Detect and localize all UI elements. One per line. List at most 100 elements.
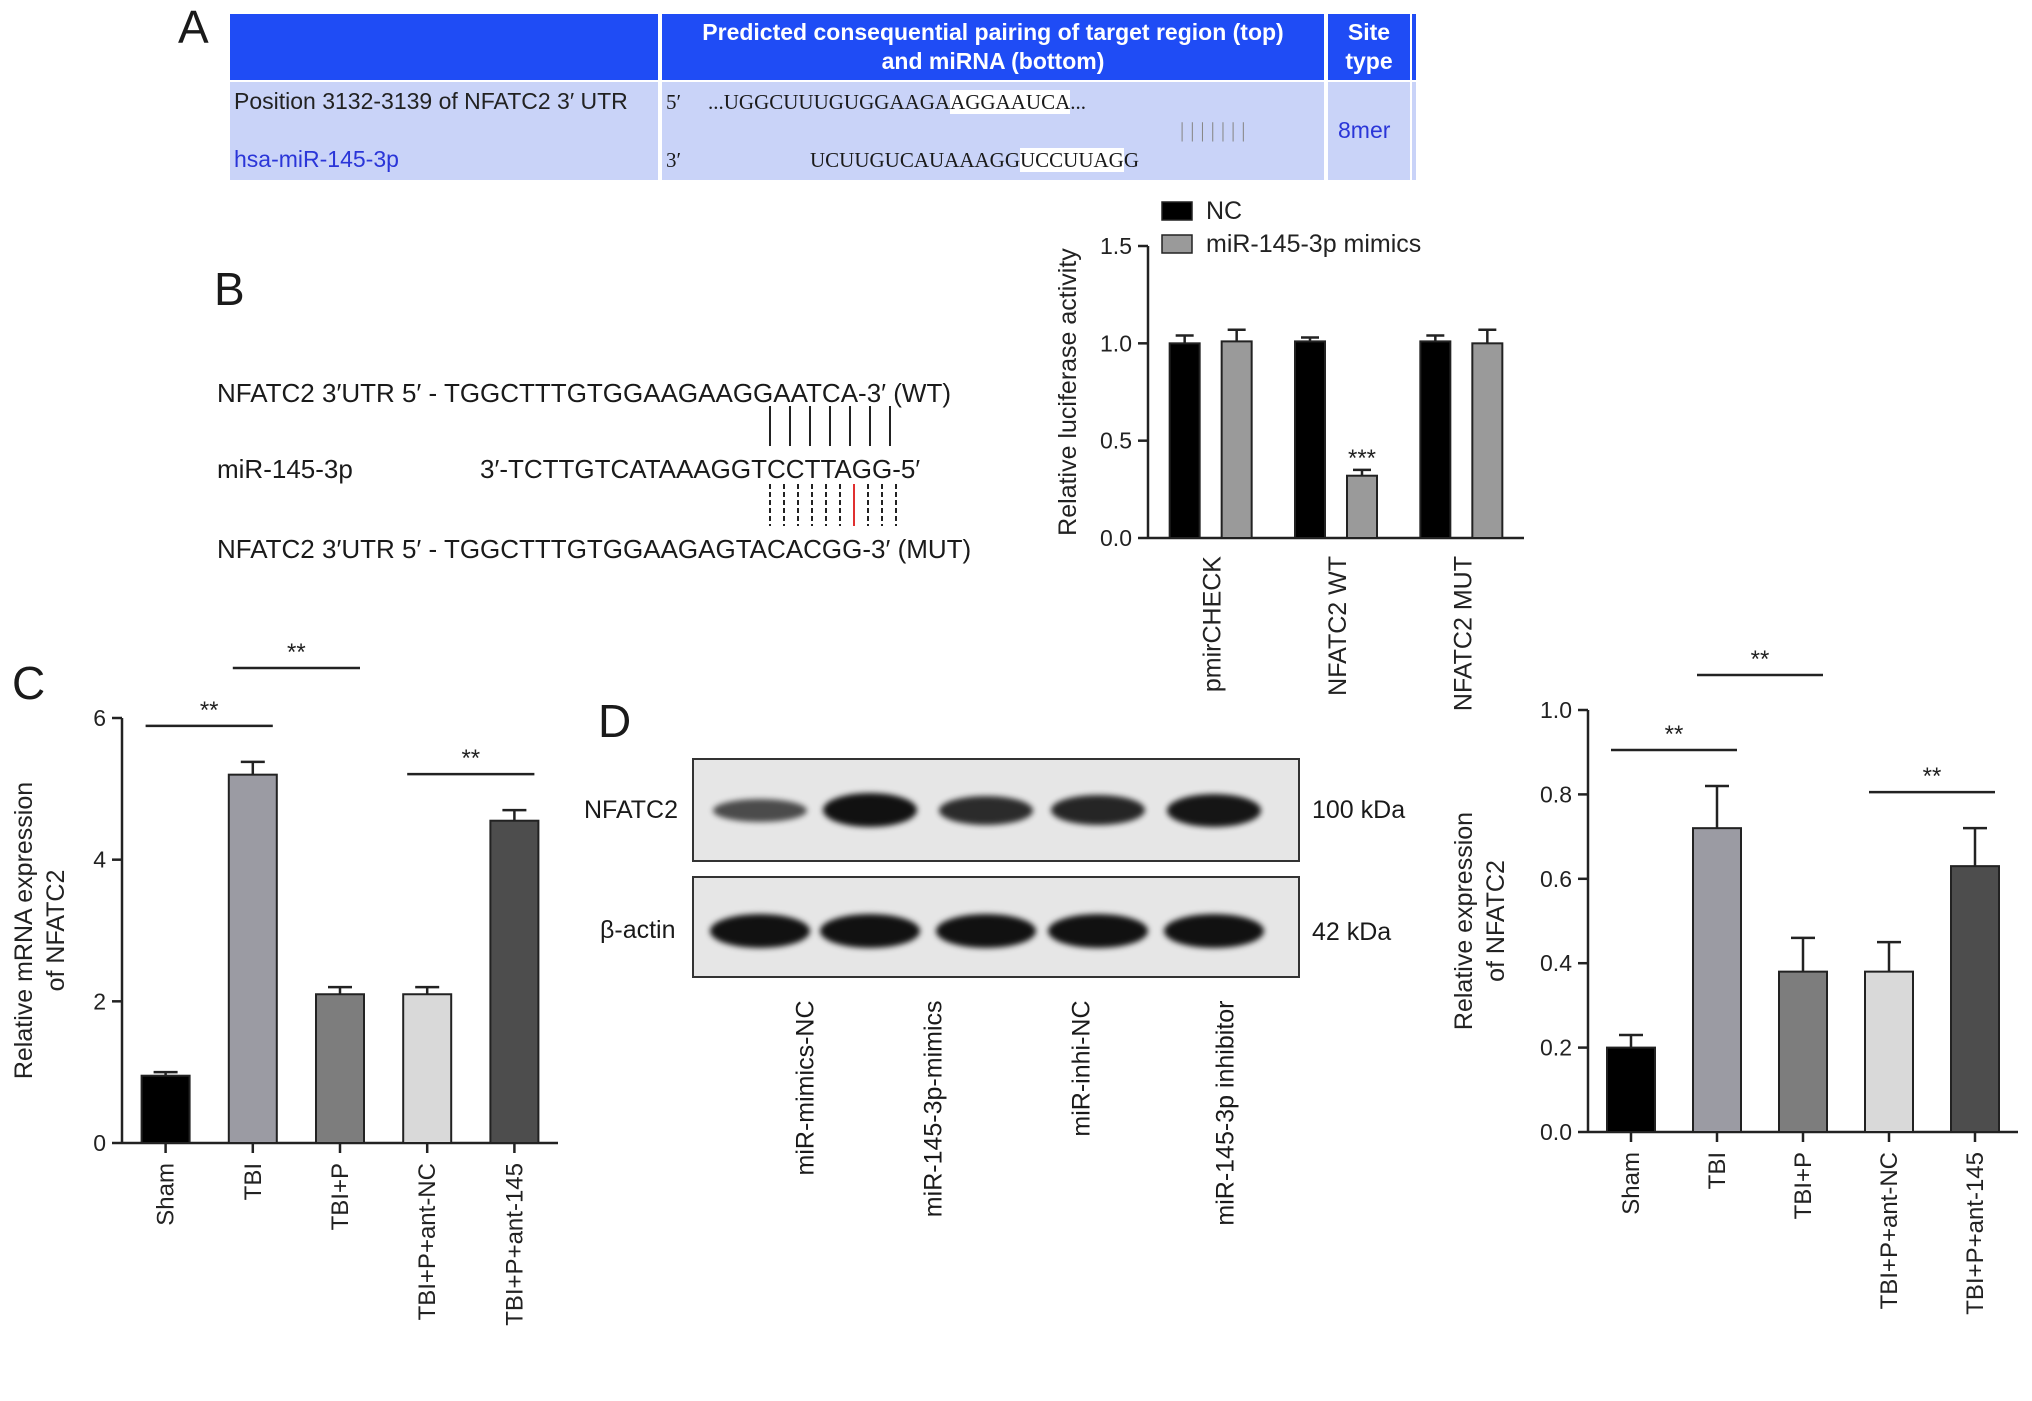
panel-letter-a: A xyxy=(178,1,209,53)
significance-marker: ** xyxy=(1923,763,1942,790)
x-tick-label: TBI+P+ant-NC xyxy=(414,1163,441,1320)
row1-position-label: Position 3132-3139 of NFATC2 3′ UTR xyxy=(234,88,628,114)
lane-label: miR-inhi-NC xyxy=(1067,1000,1096,1137)
pairing-lines: ||||||| xyxy=(1180,118,1252,142)
bar xyxy=(1692,827,1742,1133)
bar xyxy=(1294,340,1326,539)
row2-mirna-sequence: UCUUGUCAUAAAGGUCCUUAGG xyxy=(810,148,1139,173)
nfatc2-band xyxy=(713,798,807,822)
nfatc2-band xyxy=(1167,793,1261,827)
legend-label: NC xyxy=(1206,197,1242,225)
y-tick-label: 1.0 xyxy=(1540,697,1572,723)
x-tick-label: NFATC2 MUT xyxy=(1449,556,1477,711)
y-tick-label: 0.0 xyxy=(1100,525,1132,551)
table-row-body-edge xyxy=(1412,82,1416,180)
actin-band xyxy=(1048,914,1148,948)
target-prediction-table: Predicted consequential pairing of targe… xyxy=(230,14,1416,180)
significance-marker: ** xyxy=(287,639,306,666)
y-tick-label: 0 xyxy=(93,1130,106,1156)
blot-kda-actin: 42 kDa xyxy=(1312,918,1392,946)
row2-seq-pre: UCUUGUCAUAAAGG xyxy=(810,148,1020,172)
row2-seq-post: G xyxy=(1123,148,1140,172)
x-tick-label: Sham xyxy=(153,1163,180,1226)
x-tick-label: TBI xyxy=(240,1163,267,1200)
bar xyxy=(1346,474,1378,539)
lane-label: miR-145-3p inhibitor xyxy=(1211,1000,1240,1226)
table-row-body-left xyxy=(230,82,658,180)
y-axis-label: Relative expression xyxy=(1450,812,1478,1030)
nfatc2-band xyxy=(1051,795,1145,825)
x-tick-label: TBI+P+ant-145 xyxy=(1962,1152,1989,1315)
lane-label: miR-mimics-NC xyxy=(791,1000,820,1176)
y-tick-label: 0.6 xyxy=(1540,866,1572,892)
y-tick-label: 0.0 xyxy=(1540,1119,1572,1145)
actin-band xyxy=(1164,914,1264,948)
y-tick-label: 0.2 xyxy=(1540,1035,1572,1061)
panel-letter-c: C xyxy=(12,657,46,709)
y-tick-label: 4 xyxy=(93,847,106,873)
legend-label: miR-145-3p mimics xyxy=(1206,230,1421,258)
y-tick-label: 0.8 xyxy=(1540,781,1572,807)
blot-label-nfatc2: NFATC2 xyxy=(584,796,678,824)
y-tick-label: 0.4 xyxy=(1540,950,1572,976)
table-header-position xyxy=(230,14,658,80)
bar xyxy=(1778,970,1828,1134)
bar xyxy=(1220,340,1253,539)
actin-band xyxy=(820,914,920,948)
x-tick-label: NFATC2 WT xyxy=(1324,556,1352,696)
row2-prime: 3′ xyxy=(666,148,682,172)
actin-band xyxy=(936,914,1036,948)
header-pairing-line2: and miRNA (bottom) xyxy=(881,48,1105,74)
protein-expression-chart: 0.0 0.2 0.4 0.6 0.8 1.0 Sham TBI TBI+P TBI+P+ant-… xyxy=(1450,646,2018,1315)
actin-band xyxy=(710,914,810,948)
x-tick-label: TBI+P+ant-NC xyxy=(1876,1152,1903,1309)
bar xyxy=(1950,865,2000,1133)
x-tick-label: pmirCHECK xyxy=(1199,556,1227,692)
y-tick-label: 2 xyxy=(93,988,106,1014)
blot-label-actin: β-actin xyxy=(600,916,676,944)
significance-marker: ** xyxy=(1665,721,1684,748)
header-site-line2: type xyxy=(1345,48,1393,74)
row1-seq-post: ... xyxy=(1070,90,1086,114)
table-row-body-right xyxy=(1328,82,1410,180)
wt-sequence: NFATC2 3′UTR 5′ - TGGCTTTGTGGAAGAAGGAATC… xyxy=(217,378,951,408)
y-axis-label: Relative luciferase activity xyxy=(1054,248,1082,536)
nfatc2-band xyxy=(823,793,917,827)
significance-marker: *** xyxy=(1348,445,1376,472)
header-pairing-line1: Predicted consequential pairing of targe… xyxy=(702,19,1284,45)
table-header-site-type: Site type xyxy=(1328,14,1410,80)
luciferase-chart: 0.0 0.5 1.0 1.5 pmirCHECK NFATC2 WT NFATC2 MUT… xyxy=(1054,197,1524,711)
significance-marker: ** xyxy=(461,745,480,772)
x-tick-label: TBI+P xyxy=(327,1163,354,1230)
mirna-name: miR-145-3p xyxy=(217,454,353,484)
mut-sequence: NFATC2 3′UTR 5′ - TGGCTTTGTGGAAGAGTACACG… xyxy=(217,534,972,564)
legend-swatch xyxy=(1161,201,1193,221)
site-type-value: 8mer xyxy=(1338,117,1391,143)
table-header-pairing: Predicted consequential pairing of targe… xyxy=(662,14,1324,80)
x-tick-label: TBI+P xyxy=(1790,1152,1817,1219)
y-axis-label-line2: of NFATC2 xyxy=(42,870,70,992)
panel-letter-d: D xyxy=(598,695,632,747)
y-tick-label: 1.5 xyxy=(1100,233,1132,259)
bar xyxy=(1471,342,1504,540)
y-tick-label: 6 xyxy=(93,705,106,731)
row1-prime: 5′ xyxy=(666,90,682,114)
x-tick-label: Sham xyxy=(1618,1152,1645,1215)
panel-letter-b: B xyxy=(214,263,245,315)
mirna-sequence: 3′-TCTTGTCATAAAGGTCCTTAGG-5′ xyxy=(480,454,921,484)
bar xyxy=(1168,342,1201,540)
header-site-line1: Site xyxy=(1347,19,1391,45)
row1-seq-pre: ...UGGCUUUGUGGAAGA xyxy=(708,90,951,114)
row2-seq-highlight: UCCUUAG xyxy=(1020,148,1124,172)
lane-label: miR-145-3p-mimics xyxy=(919,1000,948,1218)
y-axis-label-line2: of NFATC2 xyxy=(1482,860,1510,982)
legend-swatch xyxy=(1161,234,1193,254)
table-header-edge xyxy=(1412,14,1416,80)
x-tick-label: TBI xyxy=(1704,1152,1731,1189)
y-axis-label: Relative mRNA expression xyxy=(10,782,38,1079)
x-tick-label: TBI+P+ant-145 xyxy=(501,1163,528,1326)
row2-mirna-link[interactable]: hsa-miR-145-3p xyxy=(234,146,399,172)
alignment-lines xyxy=(769,406,897,526)
row1-target-sequence: ...UGGCUUUGUGGAAGAAGGAAUCA... xyxy=(708,90,1086,115)
y-tick-label: 0.5 xyxy=(1100,428,1132,454)
